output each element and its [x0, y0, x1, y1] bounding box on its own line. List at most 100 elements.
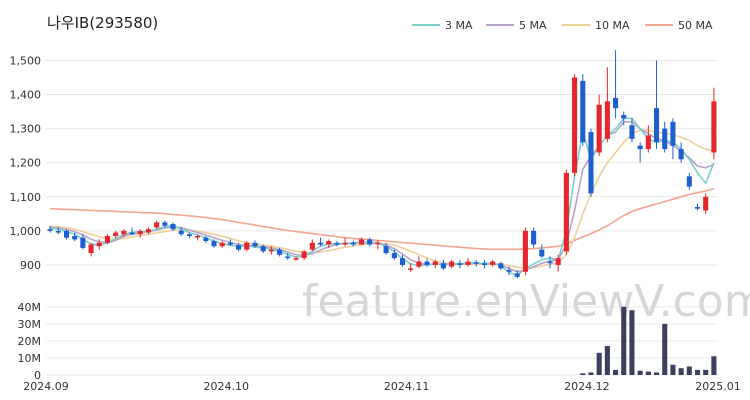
candle [260, 244, 266, 254]
candle [236, 242, 242, 252]
candle [277, 247, 283, 257]
candle [342, 237, 348, 247]
candle [203, 235, 209, 243]
ma50-path [50, 187, 715, 251]
candle [531, 227, 537, 248]
candle [285, 253, 291, 260]
candle [162, 220, 168, 228]
candle [678, 142, 684, 163]
candle [457, 259, 463, 269]
legend-item: 3 MA [412, 19, 473, 32]
candle [219, 241, 225, 248]
chart-title: 나우IB(293580) [47, 14, 158, 32]
legend-label: 50 MA [678, 19, 713, 32]
candle [227, 239, 233, 247]
legend-label: 10 MA [595, 19, 630, 32]
candle [522, 227, 528, 276]
volume-bars [580, 306, 717, 375]
candle [588, 128, 594, 197]
volume-bar [588, 372, 594, 375]
legend: 3 MA 5 MA 10 MA 50 MA [412, 19, 713, 32]
candle [375, 240, 381, 250]
ma50-line [50, 187, 715, 251]
candle [293, 256, 299, 261]
candle [539, 244, 545, 259]
volume-bar [645, 371, 651, 375]
volume-bar [711, 356, 717, 375]
candle [686, 172, 692, 190]
volume-bar [678, 368, 684, 375]
volume-bar [703, 369, 709, 375]
candle [432, 259, 438, 269]
candle [154, 220, 160, 230]
candles [47, 50, 717, 279]
candle [358, 237, 365, 246]
ma3-line [49, 117, 715, 277]
candle [711, 87, 717, 160]
candle [563, 169, 569, 255]
candle [621, 111, 627, 126]
volume-tick-label: 30M [18, 318, 42, 331]
volume-bar [670, 364, 676, 375]
candle [350, 240, 356, 247]
candle [424, 258, 430, 267]
volume-bar [613, 369, 619, 375]
price-tick-label: 900 [20, 259, 41, 272]
candle [481, 259, 487, 269]
candle [104, 234, 111, 245]
ma10-path [50, 129, 715, 270]
candle [670, 118, 676, 160]
candle [572, 74, 578, 177]
candle [170, 222, 176, 231]
candle [309, 239, 315, 252]
candle [55, 227, 61, 235]
volume-tick-label: 10M [18, 352, 42, 365]
volume-bar [653, 372, 660, 375]
candle [596, 94, 602, 156]
date-tick-label: 2025.01 [695, 380, 741, 393]
volume-bar [621, 306, 627, 375]
candle [580, 74, 586, 146]
candle [326, 239, 332, 248]
candle [383, 242, 389, 255]
candle [268, 246, 274, 255]
candle [121, 229, 127, 238]
price-tick-label: 1,500 [10, 54, 42, 67]
candle [137, 229, 143, 238]
candle [506, 266, 512, 276]
candle [334, 241, 340, 247]
price-tick-label: 1,300 [10, 123, 42, 136]
volume-tick-label: 0 [34, 369, 41, 382]
candle [195, 234, 201, 241]
price-tick-label: 1,200 [10, 157, 42, 170]
candle [498, 261, 504, 271]
volume-tick-label: 20M [18, 335, 42, 348]
candle [252, 240, 258, 248]
price-tick-label: 1,100 [10, 191, 42, 204]
volume-y-axis: 0 10M 20M 30M 40M [18, 301, 42, 382]
candle [129, 227, 135, 235]
candle [178, 227, 184, 236]
volume-bar [686, 366, 692, 375]
volume-bar [662, 323, 668, 375]
candle [416, 256, 422, 269]
legend-item: 50 MA [645, 19, 713, 32]
candle [629, 118, 635, 143]
candle [694, 203, 701, 211]
grid [46, 59, 718, 376]
ma3-path [49, 117, 715, 277]
candle [703, 193, 709, 214]
volume-bar [637, 370, 643, 375]
watermark: feature.enViewV.com [302, 276, 750, 327]
price-y-axis: 900 1,000 1,100 1,200 1,300 1,400 1,500 [10, 54, 42, 272]
candle [637, 142, 643, 163]
volume-bar [604, 346, 610, 375]
candle [72, 232, 78, 242]
candle [145, 227, 151, 235]
candle [473, 259, 479, 267]
legend-item: 10 MA [562, 19, 630, 32]
candle [47, 225, 53, 233]
volume-bar [629, 310, 635, 375]
candle [113, 230, 119, 239]
